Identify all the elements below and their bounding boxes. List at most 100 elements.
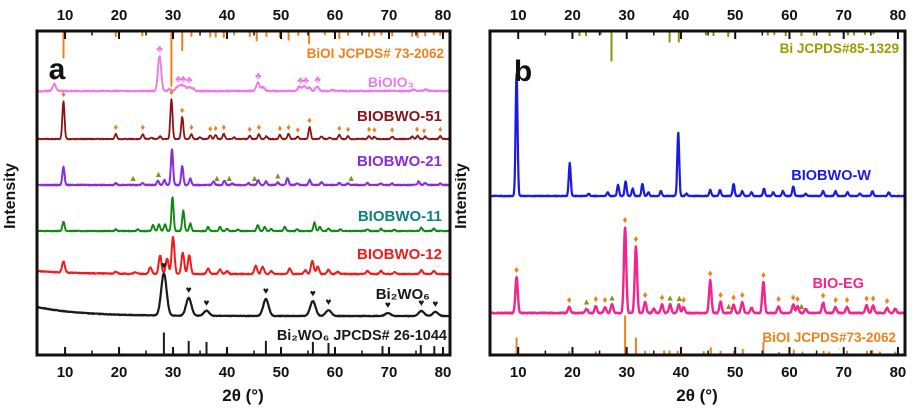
club-marker-icon: ♣ — [51, 72, 58, 83]
series-curve-biobwo-11 — [36, 196, 451, 233]
bottom-axis-tick-label: 80 — [435, 364, 452, 381]
heart-marker-icon: ♥ — [418, 298, 424, 309]
plot-frame — [488, 29, 907, 357]
series-label-bi2wo6-reference-sticks: Bi₂WO₆ JPCDS# 26-1044 — [277, 328, 447, 344]
diamond-marker-icon: ♦ — [593, 294, 598, 305]
heart-marker-icon: ♥ — [263, 286, 269, 297]
diamond-marker-icon: ♦ — [740, 290, 745, 301]
diamond-marker-icon: ♦ — [296, 125, 301, 135]
x-axis-label: 2θ (°) — [676, 386, 718, 405]
series-label-biobwo-12: BIOBWO-12 — [357, 246, 442, 263]
series-label-bioio3: BiOIO₃ — [368, 74, 414, 90]
series-label-bi2wo6: Bi₂WO₆ — [376, 286, 430, 303]
diamond-marker-icon: ♦ — [307, 115, 312, 125]
diamond-marker-icon: ♦ — [761, 270, 766, 281]
triangle-marker-icon: ▲ — [675, 293, 684, 303]
diamond-marker-icon: ♦ — [141, 122, 146, 132]
top-axis-tick-label: 80 — [890, 7, 907, 24]
panel-corner-label: a — [49, 53, 66, 86]
series-curve-biobwo-51 — [36, 98, 451, 141]
diamond-marker-icon: ♦ — [114, 122, 119, 132]
series-curve-bioio3 — [36, 55, 451, 93]
series-label-bio-eg: BIO-EG — [812, 276, 864, 292]
series-curve-biobwo-21 — [36, 148, 451, 187]
diamond-marker-icon: ♦ — [821, 291, 826, 302]
top-axis-tick-label: 50 — [727, 7, 744, 24]
diamond-marker-icon: ♦ — [367, 124, 372, 134]
diamond-marker-icon: ♦ — [61, 89, 66, 99]
top-axis-tick-label: 70 — [381, 7, 398, 24]
heart-marker-icon: ♥ — [385, 300, 391, 311]
triangle-marker-icon: ▲ — [273, 171, 282, 181]
club-marker-icon: ♣ — [297, 75, 304, 86]
top-axis-tick-label: 70 — [835, 7, 852, 24]
heart-marker-icon: ♥ — [161, 261, 167, 272]
diamond-marker-icon: ♦ — [791, 292, 796, 303]
diamond-marker-icon: ♦ — [422, 126, 427, 136]
bottom-axis-tick-label: 70 — [835, 364, 852, 381]
triangle-marker-icon: ▲ — [797, 301, 806, 311]
series-label-biobwo-w: BIOBWO-W — [791, 168, 871, 184]
triangle-marker-icon: ▲ — [250, 173, 259, 183]
bottom-axis-tick-label: 10 — [57, 364, 74, 381]
series-curve-bio-eg — [488, 226, 906, 315]
triangle-marker-icon: ▲ — [225, 173, 234, 183]
diamond-marker-icon: ♦ — [372, 125, 377, 135]
diamond-marker-icon: ♦ — [659, 292, 664, 303]
heart-marker-icon: ♥ — [432, 299, 438, 310]
club-marker-icon: ♣ — [255, 71, 262, 82]
top-axis-tick-label: 20 — [111, 7, 128, 24]
diamond-marker-icon: ♦ — [346, 124, 351, 134]
club-marker-icon: ♣ — [314, 75, 321, 86]
series-curve-biobwo-12 — [36, 235, 451, 276]
series-label-biobwo-21: BIOBWO-21 — [357, 153, 442, 170]
top-axis-tick-label: 60 — [327, 7, 344, 24]
bottom-axis-tick-label: 30 — [618, 364, 635, 381]
diamond-marker-icon: ♦ — [514, 265, 519, 276]
heart-marker-icon: ♥ — [204, 298, 210, 309]
club-marker-icon: ♣ — [175, 74, 182, 85]
diamond-marker-icon: ♦ — [278, 123, 283, 133]
bottom-axis-tick-label: 20 — [111, 364, 128, 381]
y-axis-label: Intensity — [2, 163, 19, 229]
diamond-marker-icon: ♦ — [247, 124, 252, 134]
top-axis-tick-label: 20 — [564, 7, 581, 24]
triangle-marker-icon: ▲ — [608, 292, 617, 302]
club-marker-icon: ♣ — [180, 74, 187, 85]
triangle-marker-icon: ▲ — [212, 173, 221, 183]
diamond-marker-icon: ♦ — [708, 268, 713, 279]
diamond-marker-icon: ♦ — [222, 122, 227, 132]
diamond-marker-icon: ♦ — [633, 234, 638, 245]
diamond-marker-icon: ♦ — [438, 124, 443, 134]
diamond-marker-icon: ♦ — [731, 292, 736, 303]
diamond-marker-icon: ♦ — [189, 122, 194, 132]
diamond-marker-icon: ♦ — [681, 295, 686, 306]
triangle-marker-icon: ▲ — [347, 173, 356, 183]
diamond-marker-icon: ♦ — [844, 295, 849, 306]
diamond-marker-icon: ♦ — [169, 87, 174, 97]
top-axis-tick-label: 80 — [435, 7, 452, 24]
series-curve-biobwo-w — [488, 73, 906, 198]
diamond-marker-icon: ♦ — [718, 290, 723, 301]
plot-frame — [35, 29, 452, 357]
triangle-marker-icon: ▲ — [582, 297, 591, 307]
series-label-bi-reference-sticks: Bi JCPDS#85-1329 — [780, 41, 899, 56]
top-axis-tick-label: 30 — [165, 7, 182, 24]
triangle-marker-icon: ▲ — [154, 169, 163, 179]
bottom-axis-tick-label: 40 — [219, 364, 236, 381]
diamond-marker-icon: ♦ — [390, 125, 395, 135]
bottom-axis-tick-label: 40 — [673, 364, 690, 381]
panel-a-chart: BiOI JCPDS# 73-2062♣♣♣♣ ♣ ♣ ♣♣ ♣ BiOIO₃♦♦ ♦♦♦♦… — [2, 7, 452, 405]
diamond-marker-icon: ♦ — [833, 295, 838, 306]
diamond-marker-icon: ♦ — [337, 123, 342, 133]
bottom-axis-tick-label: 50 — [273, 364, 290, 381]
diamond-marker-icon: ♦ — [257, 122, 262, 132]
triangle-marker-icon: ▲ — [129, 173, 138, 183]
top-axis-tick-label: 10 — [510, 7, 527, 24]
top-axis-tick-label: 40 — [219, 7, 236, 24]
heart-marker-icon: ♥ — [326, 297, 332, 308]
triangle-marker-icon: ▲ — [666, 292, 675, 302]
x-axis-label: 2θ (°) — [222, 386, 264, 405]
